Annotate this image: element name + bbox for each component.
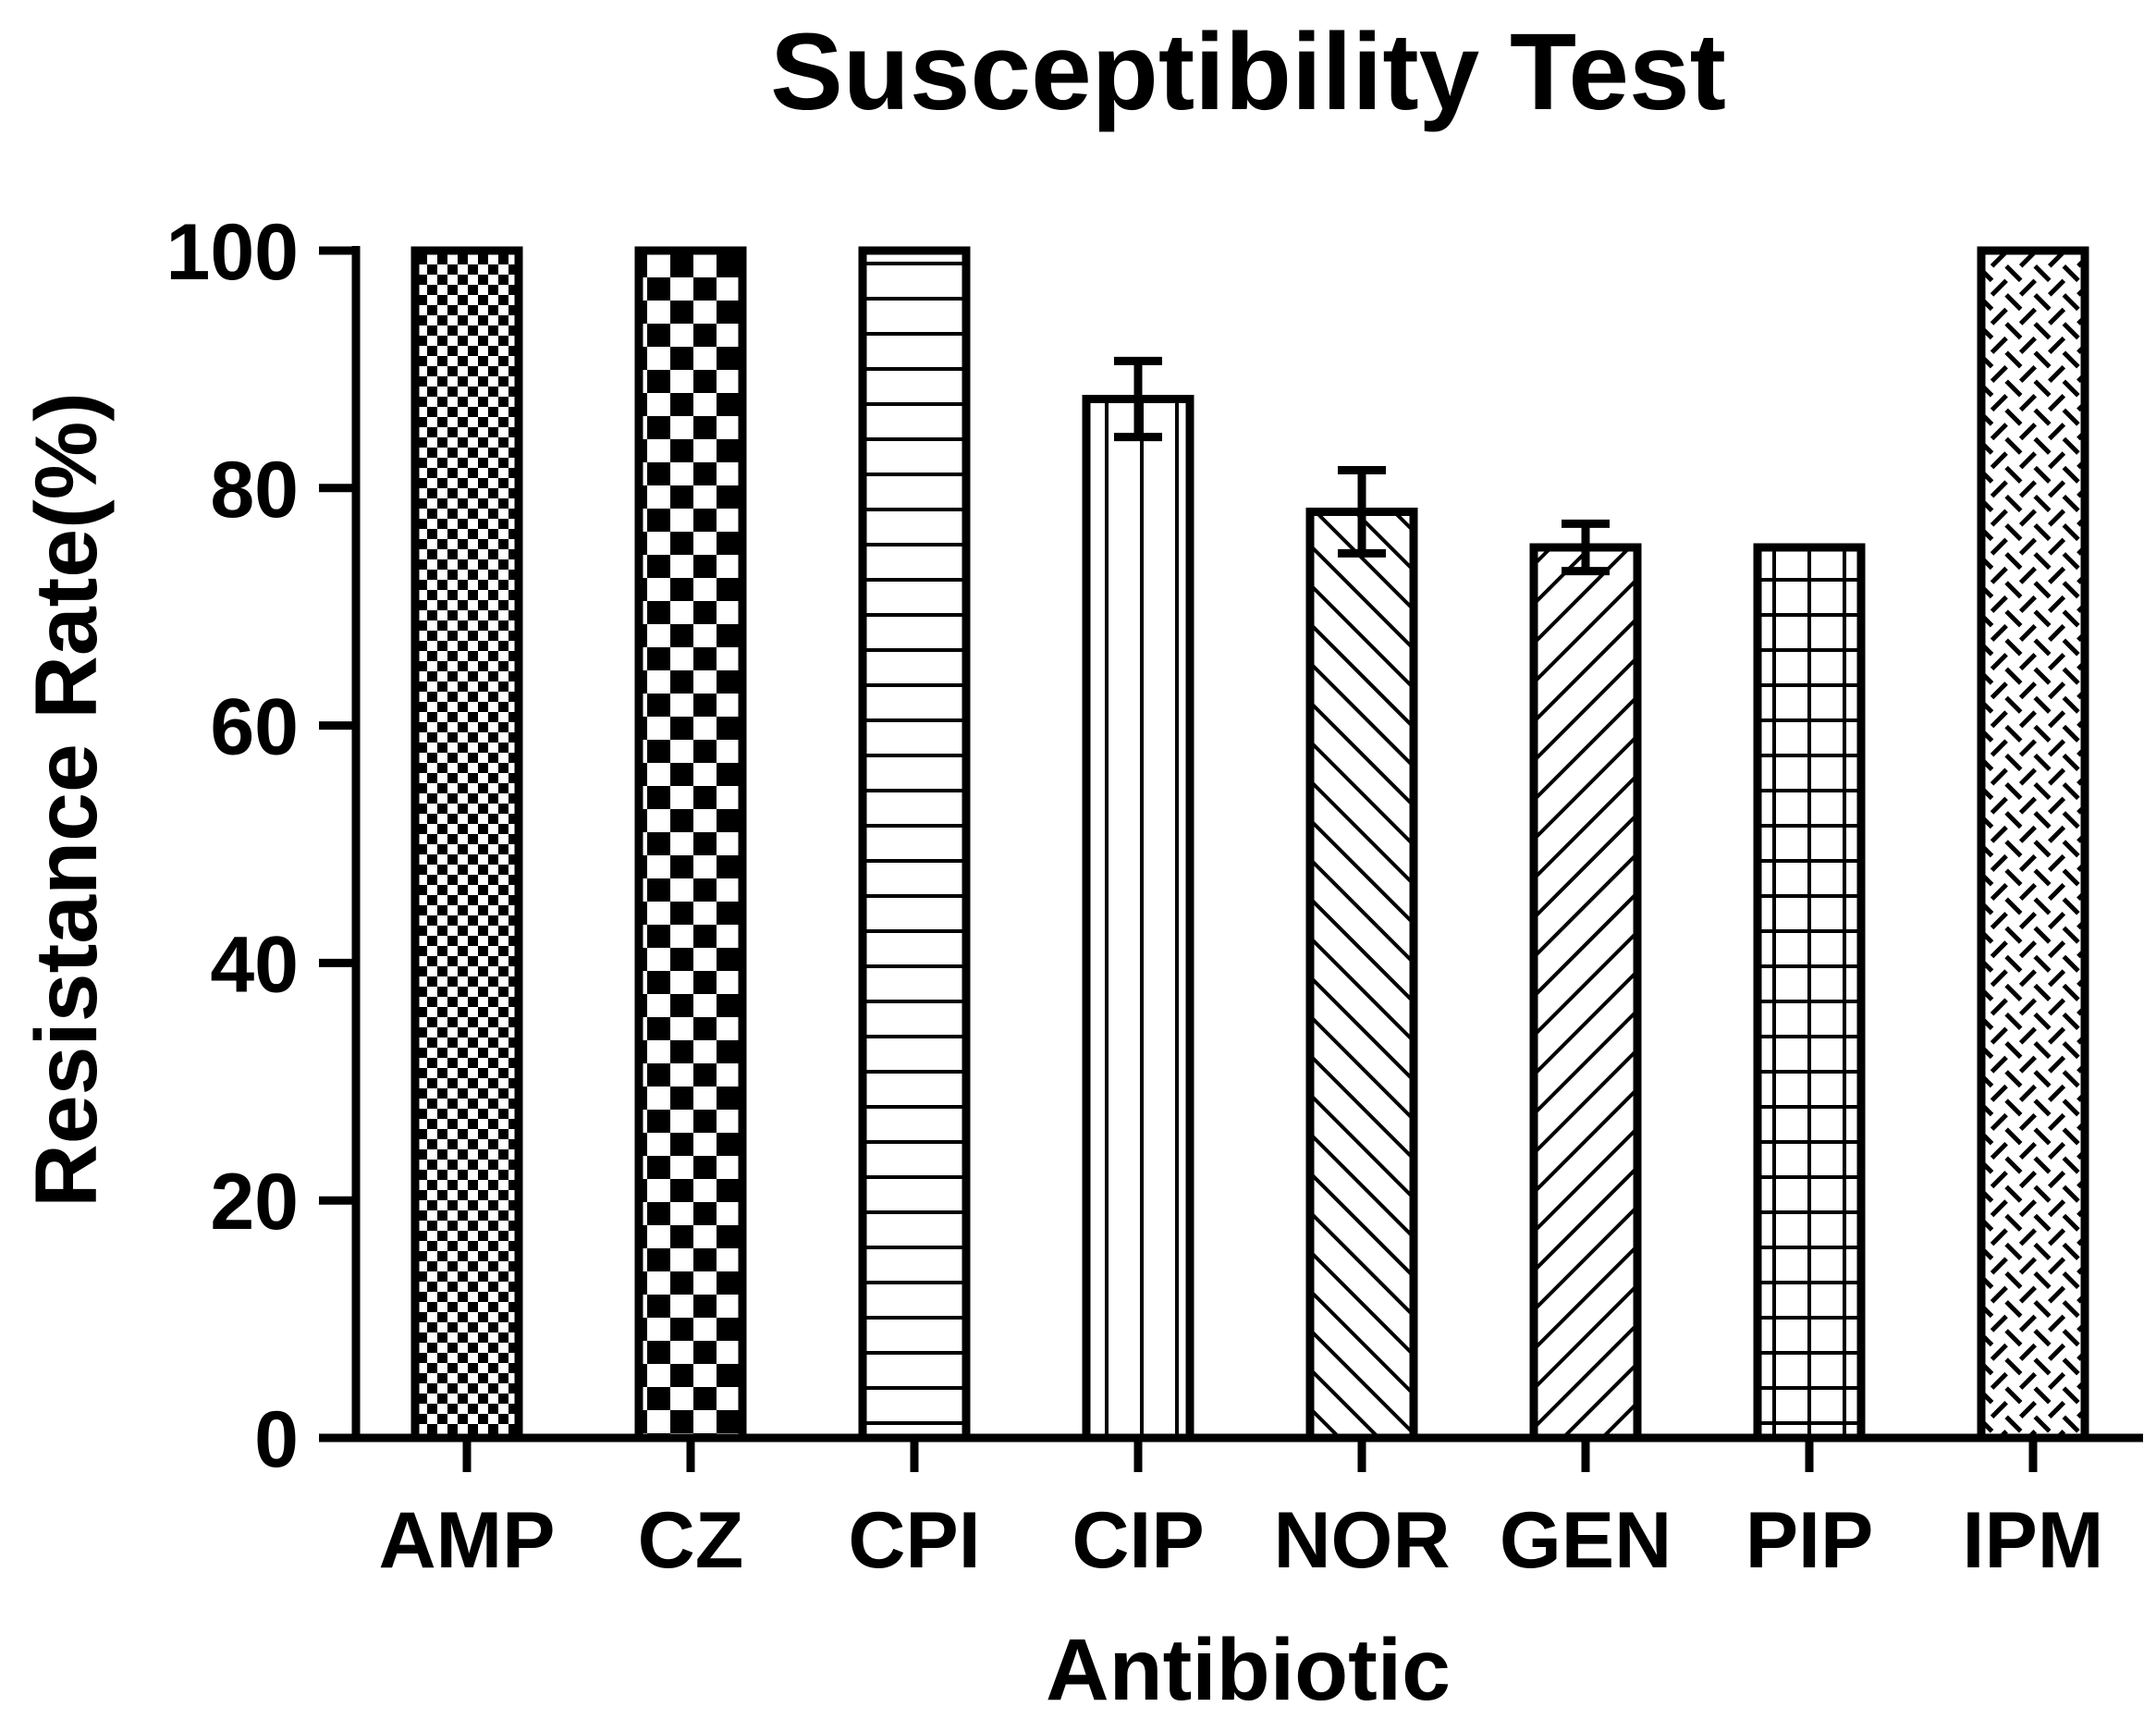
y-ticks-group: 0 20 40 60 80 100 (166, 208, 356, 1484)
y-tick-label: 40 (210, 920, 299, 1009)
bar-nor (1305, 507, 1418, 1443)
y-tick-label: 80 (210, 446, 299, 534)
bar-cpi (858, 246, 971, 1443)
error-bars-group (1114, 356, 1610, 576)
x-tick-label-cpi: CPI (848, 1496, 980, 1585)
y-axis-label: Resistance Rate(%) (18, 392, 116, 1208)
bar-gen (1529, 543, 1642, 1443)
x-tick-label-nor: NOR (1273, 1496, 1450, 1585)
x-tick-label-gen: GEN (1500, 1496, 1672, 1585)
bar-amp (410, 246, 523, 1443)
x-tick-label-pip: PIP (1746, 1496, 1874, 1585)
bar-cip (1082, 395, 1194, 1443)
x-tick-label-cz: CZ (638, 1496, 744, 1585)
y-tick-label: 100 (166, 208, 300, 297)
x-tick-label-amp: AMP (378, 1496, 555, 1585)
bar-ipm (1977, 246, 2089, 1443)
chart-title: Susceptibility Test (770, 11, 1726, 133)
x-axis-label: Antibiotic (1046, 1621, 1451, 1719)
bars-group (410, 246, 2089, 1443)
y-tick-label: 0 (254, 1395, 299, 1484)
y-tick-label: 20 (210, 1158, 299, 1246)
x-ticks-group: AMP CZ CPI CIP NOR GEN PIP IPM (378, 1438, 2103, 1585)
x-tick-label-cip: CIP (1072, 1496, 1204, 1585)
y-tick-label: 60 (210, 683, 299, 772)
x-tick-label-ipm: IPM (1963, 1496, 2104, 1585)
bar-pip (1753, 543, 1866, 1443)
bar-cz (634, 246, 747, 1443)
